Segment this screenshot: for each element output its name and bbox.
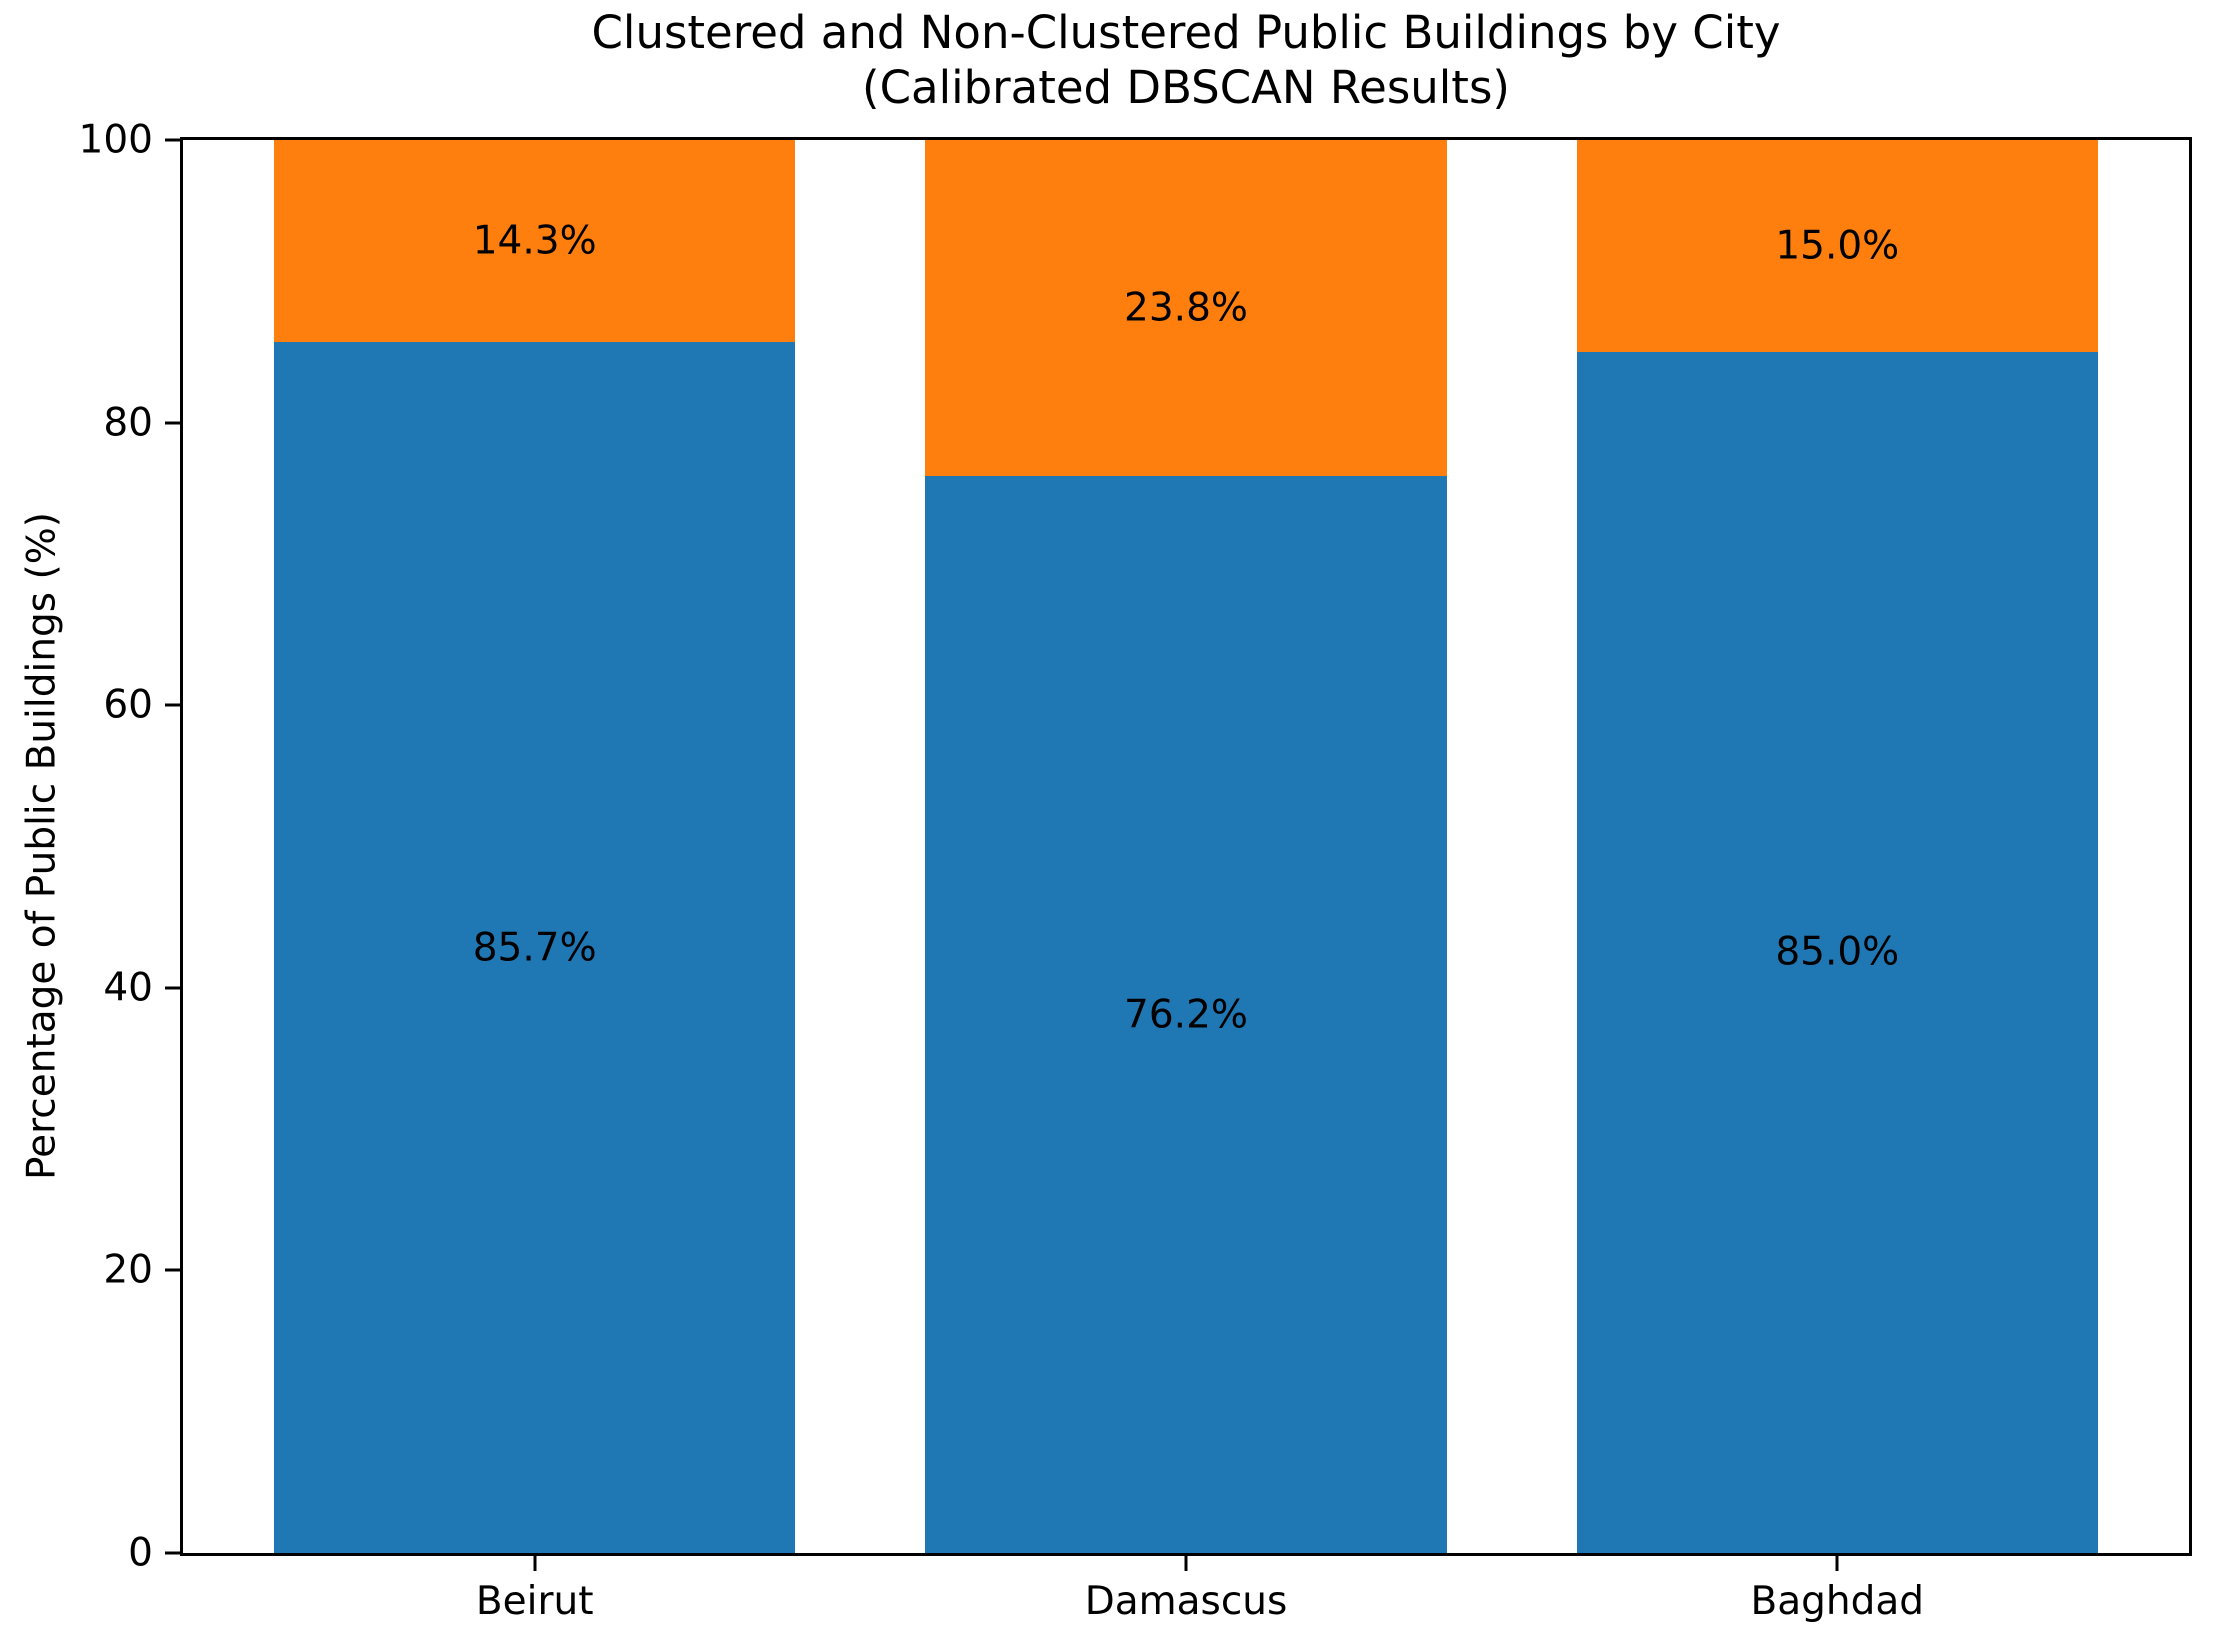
bar-label-clustered-baghdad: 85.0% <box>1775 929 1900 975</box>
chart-title: Clustered and Non-Clustered Public Build… <box>180 6 2192 116</box>
bar-label-nonclustered-damascus: 23.8% <box>1124 285 1248 331</box>
bar-label-nonclustered-baghdad: 15.0% <box>1775 223 1900 269</box>
y-tick-mark-40 <box>165 986 180 990</box>
y-tick-mark-80 <box>165 421 180 425</box>
y-tick-label-20: 20 <box>103 1247 153 1293</box>
x-tick-label-beirut: Beirut <box>475 1579 594 1624</box>
y-tick-label-0: 0 <box>128 1530 153 1576</box>
bar-label-nonclustered-beirut: 14.3% <box>472 218 597 264</box>
bar-label-clustered-damascus: 76.2% <box>1124 992 1248 1038</box>
y-axis-label: Percentage of Public Buildings (%) <box>19 511 65 1181</box>
x-tick-mark-beirut <box>533 1556 537 1571</box>
x-tick-mark-baghdad <box>1835 1556 1839 1571</box>
y-tick-label-100: 100 <box>78 117 153 163</box>
bar-segment-clustered-baghdad <box>1576 351 2098 1553</box>
y-tick-mark-60 <box>165 703 180 707</box>
bar-segment-clustered-beirut <box>274 342 796 1553</box>
y-tick-mark-0 <box>165 1551 180 1555</box>
chart-title-line2: (Calibrated DBSCAN Results) <box>862 60 1510 114</box>
x-tick-label-damascus: Damascus <box>1084 1579 1288 1624</box>
bar-segment-clustered-damascus <box>925 476 1447 1553</box>
y-tick-label-80: 80 <box>103 400 153 446</box>
x-tick-label-baghdad: Baghdad <box>1750 1579 1925 1624</box>
y-tick-mark-20 <box>165 1268 180 1272</box>
y-tick-mark-100 <box>165 138 180 142</box>
chart-title-line1: Clustered and Non-Clustered Public Build… <box>591 6 1781 59</box>
x-tick-mark-damascus <box>1184 1556 1188 1571</box>
plot-area: 85.7% 14.3% Beirut 76.2% 23.8% Damascus 85.0% 1… <box>79 118 2192 1624</box>
bar-segment-nonclustered-baghdad <box>1576 140 2098 352</box>
bar-segment-nonclustered-damascus <box>925 140 1447 477</box>
y-tick-label-40: 40 <box>103 965 153 1011</box>
bar-label-clustered-beirut: 85.7% <box>472 925 597 971</box>
bar-segment-nonclustered-beirut <box>274 140 796 343</box>
y-tick-label-60: 60 <box>103 682 153 728</box>
